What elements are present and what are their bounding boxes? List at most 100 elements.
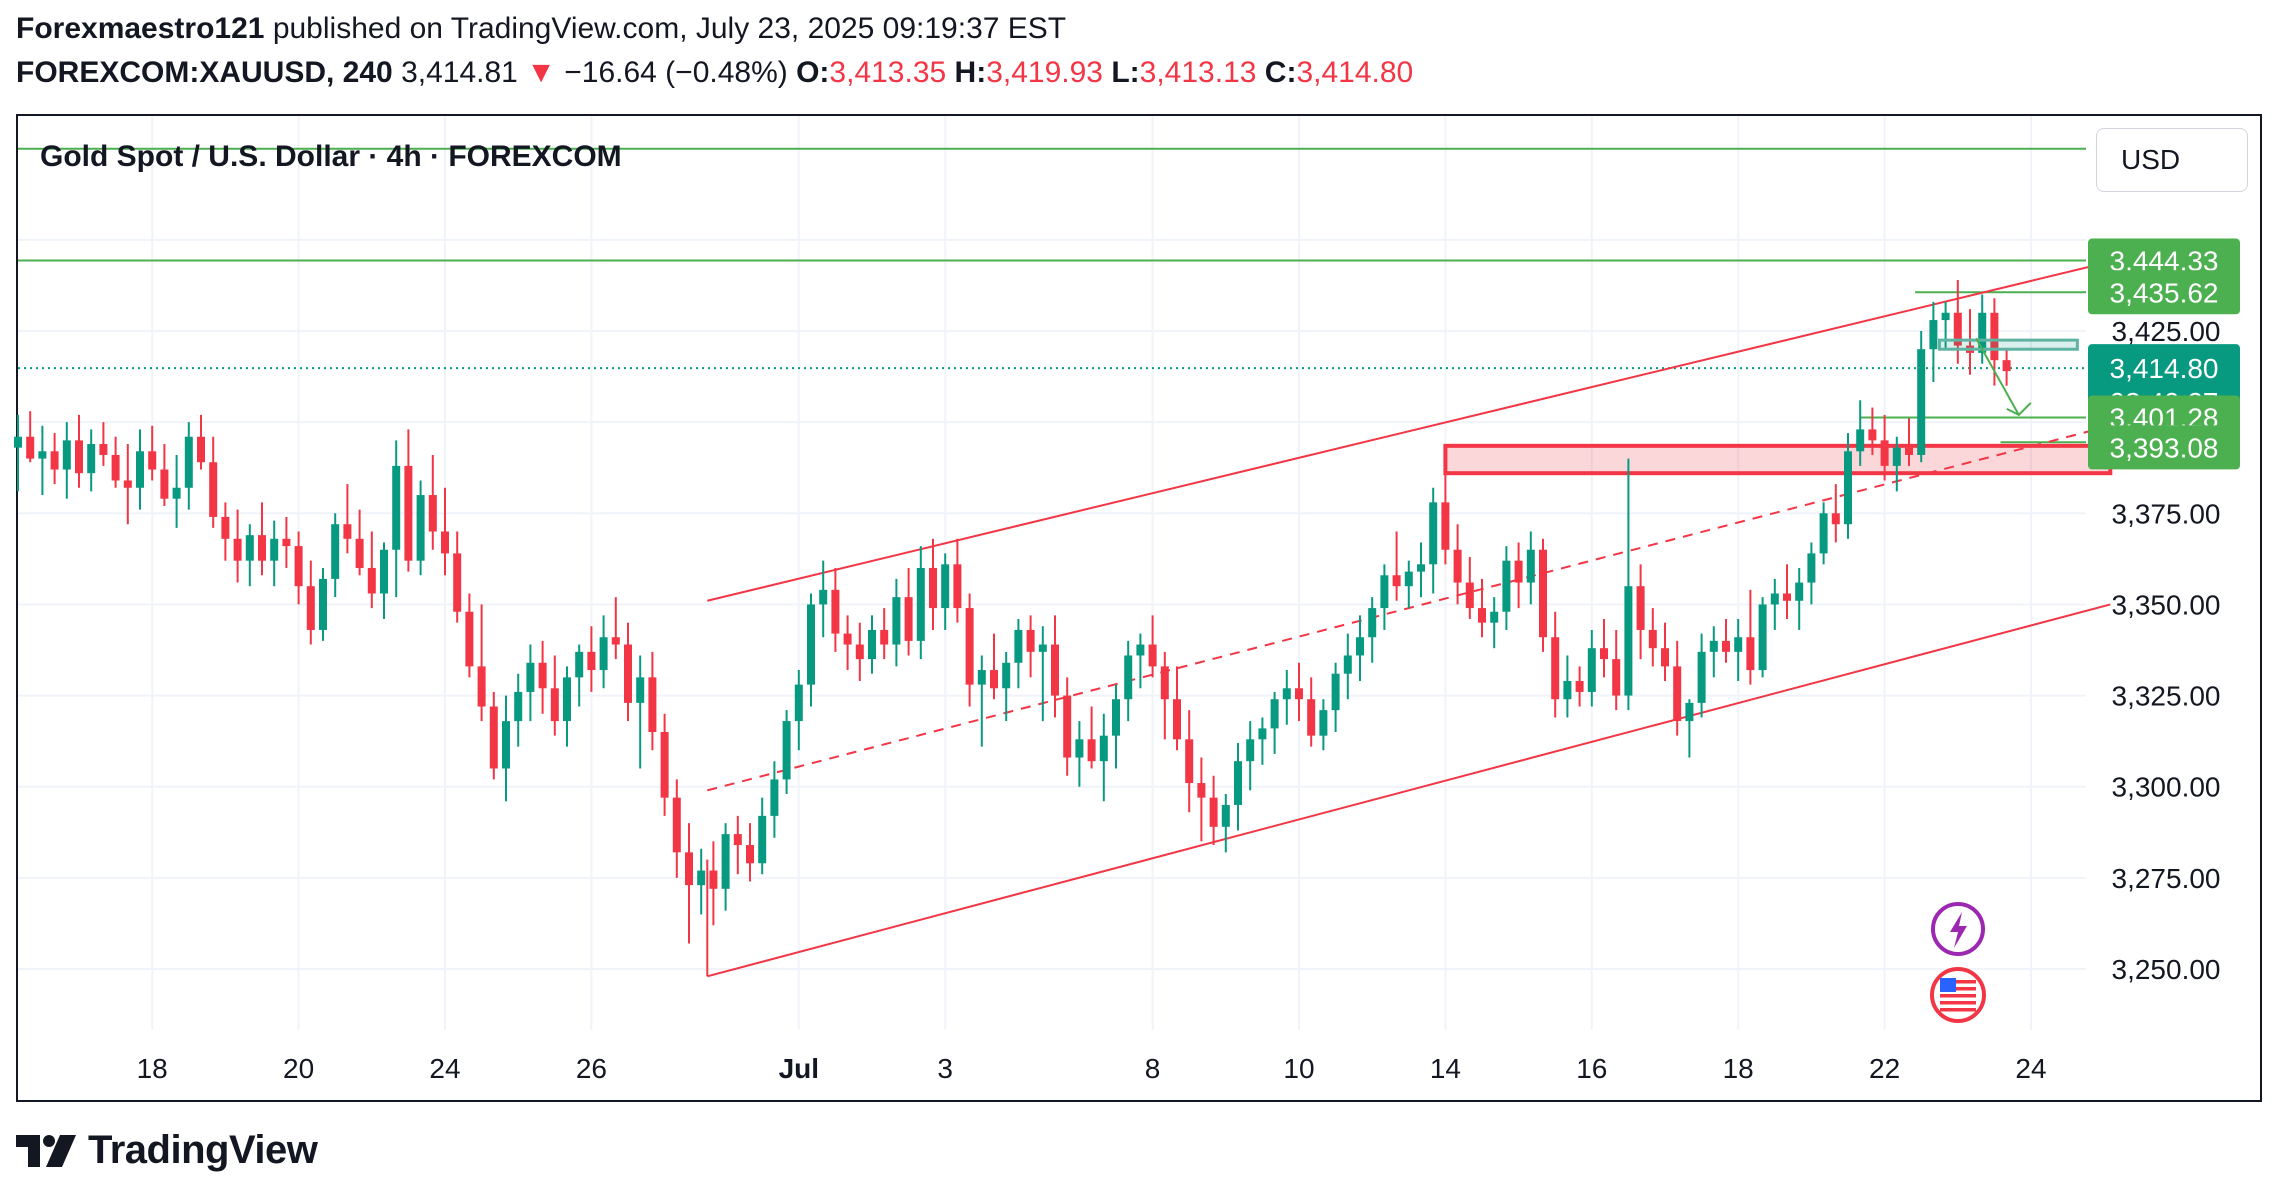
candle-body [1014, 629, 1023, 663]
candle-body [380, 549, 388, 594]
candle-body [1368, 608, 1377, 638]
candle-body [1990, 312, 1999, 361]
candle-body [1831, 513, 1840, 525]
currency-button[interactable]: USD [2096, 128, 2248, 192]
candle-body [294, 546, 303, 587]
candle-body [1465, 582, 1474, 609]
candle-body [1197, 783, 1206, 798]
flag-stripe [1940, 1001, 1976, 1005]
candle-body [697, 870, 706, 886]
symbol-line: FOREXCOM:XAUUSD, 240 3,414.81 ▼ −16.64 (… [16, 56, 1413, 90]
candle-body [953, 564, 962, 609]
candle-body [282, 538, 291, 547]
candle-body [1758, 604, 1767, 671]
candle-body [1612, 659, 1621, 696]
candle-body [1173, 699, 1181, 740]
candle-body [1453, 549, 1462, 583]
low-label: L: [1111, 56, 1140, 89]
candle-body [526, 662, 535, 692]
candle-body [782, 721, 791, 780]
x-tick-label: 16 [1576, 1053, 1607, 1084]
candle-body [1795, 582, 1804, 601]
candle-body [1478, 608, 1486, 623]
candle-body [1099, 735, 1108, 762]
candle-body [1295, 688, 1303, 700]
chart-title: Gold Spot / U.S. Dollar · 4h · FOREXCOM [40, 140, 622, 173]
last-price-label: 3,414.80 [2110, 353, 2219, 384]
candle-body [868, 629, 876, 660]
candle-body [1905, 447, 1913, 455]
y-tick-label: 3,250.00 [2112, 954, 2221, 985]
candle-body [1783, 593, 1791, 601]
candle-body [1636, 586, 1645, 630]
candle-body [221, 516, 230, 539]
retest-box [1938, 338, 2079, 351]
candle-body [1234, 761, 1242, 805]
candle-body [245, 535, 254, 561]
candle-body [1417, 564, 1425, 572]
candle-body [1892, 447, 1901, 466]
candle-body [1526, 549, 1535, 583]
candle-body [453, 553, 462, 612]
candle-body [416, 495, 425, 561]
x-tick-label: 20 [283, 1053, 314, 1084]
candle-body [794, 684, 803, 722]
candle-body [1856, 429, 1865, 452]
candle-body [1429, 502, 1438, 565]
x-tick-label: 8 [1145, 1053, 1161, 1084]
candle-body [672, 797, 681, 853]
price-level-badge [2088, 270, 2240, 315]
supply-zone [1443, 443, 2113, 476]
candle-body [1697, 651, 1706, 703]
candle-body [770, 779, 779, 816]
candle-body [1063, 695, 1072, 758]
candle-body [1880, 440, 1889, 466]
candle-body [319, 578, 327, 630]
candle-body [758, 815, 767, 864]
flag-stripe [1940, 994, 1976, 998]
candle-body [367, 567, 376, 594]
candle-body [1661, 648, 1669, 667]
candle-body [331, 524, 340, 579]
candle-body [1124, 655, 1133, 700]
x-tick-label: 24 [429, 1053, 460, 1084]
x-tick-label: Jul [779, 1053, 819, 1084]
candle-body [1868, 429, 1877, 441]
candle-body [50, 451, 59, 470]
candle-body [807, 604, 815, 685]
open-value: 3,413.35 [829, 56, 947, 89]
candle-body [1734, 637, 1743, 652]
candle-body [880, 629, 889, 645]
candle-body [1551, 637, 1560, 700]
low-value: 3,413.13 [1139, 56, 1257, 89]
candle-body [1624, 586, 1633, 696]
down-arrow-icon: ▼ [526, 56, 556, 89]
flag-canton [1940, 978, 1956, 992]
candle-body [916, 567, 925, 641]
candle-body [538, 662, 547, 689]
candle-body [1685, 702, 1694, 722]
publish-line: Forexmaestro121 published on TradingView… [16, 12, 1066, 46]
candle-body [1221, 804, 1230, 827]
candle-body [1392, 575, 1401, 587]
candle-body [746, 845, 754, 864]
y-tick-label: 3,425.00 [2112, 316, 2221, 347]
lightning-bolt-icon [1950, 912, 1967, 948]
price-level-label: 3,435.62 [2110, 277, 2219, 308]
candle-body [1770, 593, 1779, 605]
candle-body [1819, 513, 1828, 554]
candle-body [550, 688, 559, 722]
tradingview-brand[interactable]: TradingView [16, 1128, 318, 1173]
candle-body [1563, 680, 1572, 700]
y-tick-label: 3,325.00 [2112, 681, 2221, 712]
candle-body [587, 651, 596, 671]
candle-body [99, 444, 108, 455]
candle-body [721, 834, 730, 889]
high-label: H: [954, 56, 987, 89]
candle-body [904, 597, 913, 641]
channel-upper-line [707, 260, 2111, 602]
candle-body [270, 538, 279, 561]
symbol-name: FOREXCOM:XAUUSD, 240 [16, 56, 393, 89]
author-name[interactable]: Forexmaestro121 [16, 12, 265, 45]
